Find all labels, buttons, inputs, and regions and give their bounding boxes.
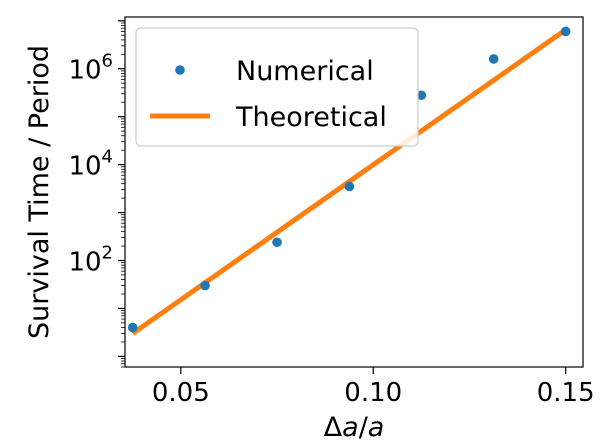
legend-label-theoretical: Theoretical	[235, 102, 387, 133]
legend: Numerical Theoretical	[135, 27, 419, 147]
y-tick-label: 106	[68, 51, 113, 86]
plot-area	[127, 26, 571, 336]
x-tick-label: 0.15	[537, 378, 595, 408]
x-axis-label: Δa/a	[324, 412, 385, 443]
data-point-numerical-0	[127, 322, 138, 333]
data-point-numerical-6	[560, 26, 571, 37]
data-point-numerical-2	[272, 237, 282, 248]
x-tick-label: 0.10	[344, 378, 402, 408]
axes: 0.05 0.10 0.15 102 104 106 Δa/a Survival Time /…	[24, 16, 595, 443]
y-tick-label: 104	[68, 147, 113, 182]
legend-label-numerical: Numerical	[236, 56, 374, 87]
x-tick-label: 0.05	[152, 378, 210, 408]
data-point-numerical-3	[344, 181, 355, 192]
data-point-numerical-4	[416, 90, 427, 101]
legend-marker-numerical	[175, 65, 185, 75]
plot-frame	[124, 16, 584, 368]
y-tick-label: 102	[68, 242, 113, 277]
y-axis-label: Survival Time / Period	[24, 45, 55, 339]
data-point-numerical-1	[200, 280, 210, 291]
data-point-numerical-5	[488, 54, 499, 64]
